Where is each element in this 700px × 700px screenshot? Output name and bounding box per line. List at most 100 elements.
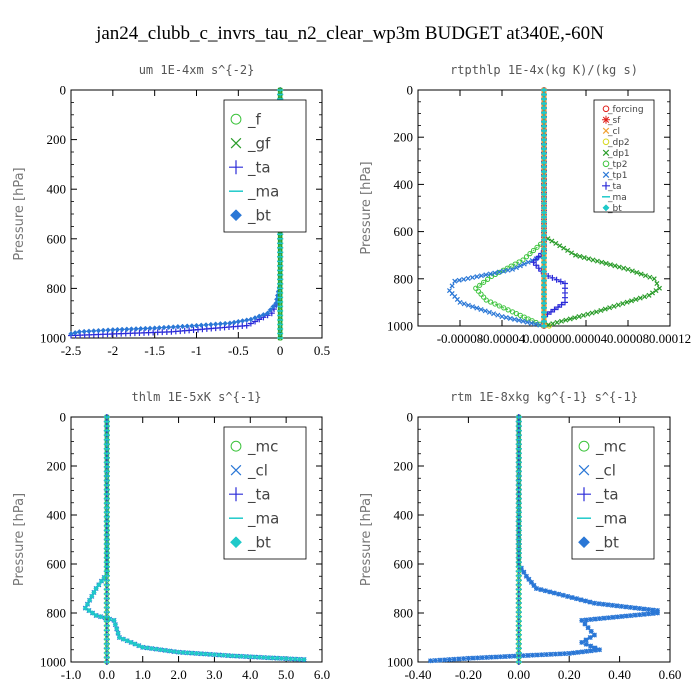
data-point [632, 612, 638, 618]
data-point [452, 278, 458, 284]
legend-label: _ta [247, 485, 271, 504]
data-point [179, 323, 186, 330]
figure-title: jan24_clubb_c_invrs_tau_n2_clear_wp3m BU… [95, 23, 604, 44]
data-point [437, 657, 443, 663]
legend-box [571, 426, 655, 560]
x-tick-label: -1.0 [61, 667, 82, 682]
data-point [97, 613, 104, 620]
data-point [142, 325, 149, 332]
panel-title: rtpthlp 1E-4x(kg K)/(kg s) [450, 63, 638, 77]
data-point [511, 653, 517, 659]
data-point [627, 604, 634, 611]
data-point [627, 612, 634, 619]
data-point [654, 610, 661, 616]
data-point [533, 585, 540, 592]
data-point [632, 605, 638, 611]
data-point [474, 274, 480, 280]
data-point [607, 305, 613, 311]
legend-entry-ta: _ta [229, 485, 271, 504]
y-tick-label: 800 [394, 606, 414, 621]
data-point [609, 602, 616, 609]
legend-label: _cl [247, 461, 268, 480]
chart-panel-4: rtm 1E-8xkg kg^{-1} s^{-1} Pressure [hPa]… [359, 390, 681, 682]
data-point [76, 329, 83, 335]
legend-entry-ma: _ma [602, 193, 627, 203]
data-point [68, 331, 74, 337]
data-point [549, 274, 556, 281]
data-point [573, 595, 580, 602]
legend-label: _forcing [607, 105, 644, 115]
data-point [110, 327, 116, 333]
legend-entry-ta: _ta [602, 181, 622, 192]
data-point [552, 651, 559, 657]
data-point [496, 269, 502, 275]
data-point [542, 588, 549, 594]
data-point [456, 277, 462, 283]
x-tick-label: 0.00000 [523, 331, 565, 346]
data-point [488, 654, 495, 660]
data-point [124, 638, 130, 644]
x-tick-label: 3.0 [206, 667, 222, 682]
data-point [634, 269, 640, 276]
data-point [562, 299, 568, 306]
data-point [550, 321, 556, 327]
data-point [248, 316, 254, 323]
data-point [521, 569, 527, 575]
data-point [625, 266, 631, 272]
x-tick-label: -2.5 [61, 343, 82, 358]
data-point [139, 644, 146, 651]
legend-label: _bt [247, 206, 271, 225]
data-point [605, 615, 612, 621]
data-point [111, 617, 117, 624]
legend-box [593, 99, 655, 213]
data-point [513, 265, 519, 271]
data-point [93, 585, 99, 592]
y-tick-label: 1000 [40, 331, 66, 346]
y-tick-label: 400 [47, 182, 67, 197]
data-point [636, 611, 643, 618]
legend-entry-sf: _sf [602, 115, 621, 126]
y-tick-label: 200 [47, 459, 67, 474]
data-point [506, 653, 513, 660]
data-point [136, 642, 142, 649]
data-point [90, 328, 97, 334]
data-point [488, 299, 494, 305]
series-tp1 [446, 87, 547, 329]
legend-label: _bt [607, 204, 622, 214]
y-tick-label: 0 [407, 410, 414, 425]
y-tick-label: 1000 [387, 319, 413, 334]
data-point [585, 311, 591, 317]
data-point [483, 297, 489, 303]
data-point [531, 582, 537, 589]
legend-entry-dp1: _dp1 [602, 149, 630, 159]
data-point [207, 651, 213, 658]
data-point [100, 327, 107, 334]
data-point [189, 650, 195, 656]
data-point [148, 645, 155, 652]
y-tick-label: 400 [394, 508, 414, 523]
data-point [115, 630, 121, 636]
y-tick-label: 200 [47, 132, 67, 147]
data-point [175, 323, 181, 330]
data-point [483, 654, 490, 661]
legend-marker [577, 487, 591, 502]
x-tick-label: -0.20 [455, 667, 482, 682]
legend-label: _mc [247, 437, 278, 456]
y-tick-label: 200 [394, 130, 414, 145]
legend-marker [578, 536, 590, 549]
data-point [86, 607, 92, 614]
data-point [502, 653, 508, 660]
data-point [165, 324, 172, 331]
y-tick-label: 400 [394, 177, 414, 192]
data-point [473, 285, 479, 291]
legend-entry-tp2: _tp2 [602, 160, 627, 170]
x-tick-label: 0 [277, 343, 284, 358]
data-point [227, 320, 233, 326]
data-point [216, 652, 222, 658]
legend-entry-cl: _cl [602, 127, 620, 137]
legend-label: _tp2 [607, 160, 627, 170]
data-point [651, 276, 657, 282]
data-point [557, 243, 563, 249]
legend-label: _ta [595, 485, 619, 504]
data-point [287, 656, 294, 662]
